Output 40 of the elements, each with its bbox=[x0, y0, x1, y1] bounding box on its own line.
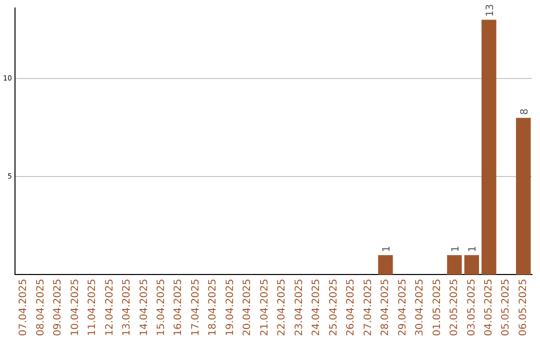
x-tick-label: 13.04.2025 bbox=[122, 278, 133, 336]
x-tick-label: 17.04.2025 bbox=[190, 278, 202, 336]
x-tick-label: 07.04.2025 bbox=[18, 278, 30, 336]
data-label: 8 bbox=[519, 108, 530, 115]
x-tick-label: 25.04.2025 bbox=[328, 278, 340, 336]
bar bbox=[447, 255, 462, 275]
x-tick-label: 21.04.2025 bbox=[259, 278, 270, 336]
x-tick-label: 26.04.2025 bbox=[346, 278, 357, 336]
x-tick-label: 20.04.2025 bbox=[242, 278, 254, 336]
bar bbox=[516, 118, 531, 275]
bar bbox=[464, 255, 480, 275]
x-tick-label: 24.04.2025 bbox=[311, 278, 322, 336]
data-label: 1 bbox=[468, 246, 479, 252]
x-tick-label: 08.04.2025 bbox=[35, 278, 46, 336]
x-tick-label: 27.04.2025 bbox=[362, 278, 374, 336]
data-label: 1 bbox=[381, 246, 392, 252]
x-tick-label: 04.05.2025 bbox=[484, 278, 495, 336]
x-tick-label: 15.04.2025 bbox=[156, 278, 168, 336]
x-tick-label: 05.05.2025 bbox=[500, 278, 512, 336]
x-tick-label: 22.04.2025 bbox=[276, 278, 288, 336]
x-tick-label: 06.05.2025 bbox=[518, 278, 529, 336]
x-tick-label: 23.04.2025 bbox=[294, 278, 305, 336]
x-tick-label: 16.04.2025 bbox=[173, 278, 184, 336]
x-tick-label: 11.04.2025 bbox=[87, 278, 98, 336]
x-tick-label: 18.04.2025 bbox=[208, 278, 219, 336]
x-tick-label: 14.04.2025 bbox=[138, 278, 150, 336]
data-label: 1 bbox=[450, 246, 462, 252]
x-tick-label: 29.04.2025 bbox=[397, 278, 408, 336]
x-tick-label: 12.04.2025 bbox=[104, 278, 116, 336]
bar bbox=[378, 255, 393, 275]
x-tick-label: 10.04.2025 bbox=[70, 278, 81, 336]
x-tick-label: 28.04.2025 bbox=[380, 278, 392, 336]
x-tick-label: 01.05.2025 bbox=[432, 278, 443, 336]
x-tick-label: 19.04.2025 bbox=[224, 278, 236, 336]
bar bbox=[482, 20, 496, 275]
x-tick-label: 03.05.2025 bbox=[466, 278, 478, 336]
data-label: 13 bbox=[484, 4, 496, 17]
x-tick-label: 02.05.2025 bbox=[449, 278, 460, 336]
x-tick-label: 09.04.2025 bbox=[52, 278, 64, 336]
x-tick-label: 30.04.2025 bbox=[414, 278, 426, 336]
